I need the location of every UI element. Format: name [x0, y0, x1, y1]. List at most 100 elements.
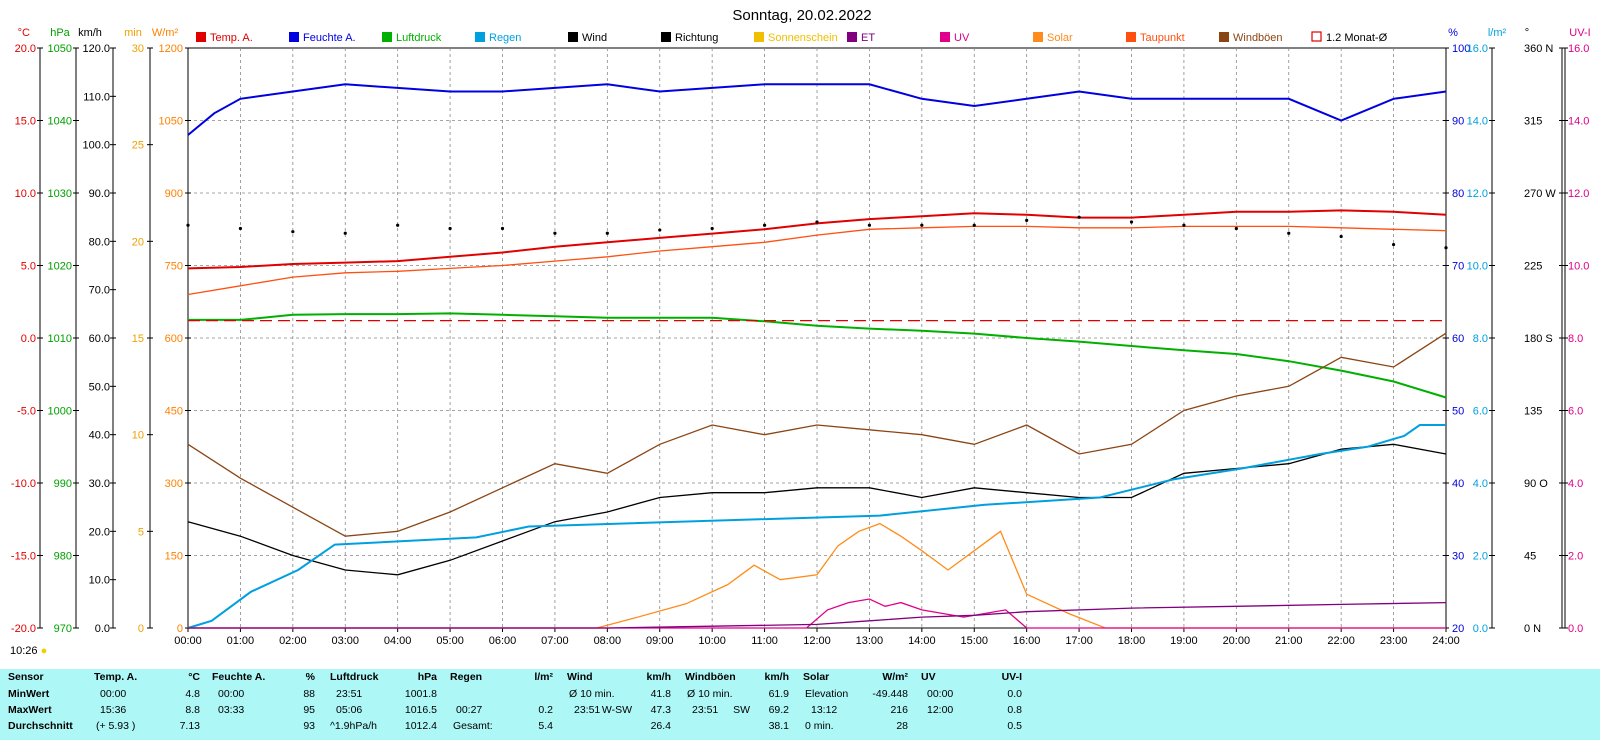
time-tick-label: 24:00 — [1432, 635, 1460, 647]
legend-swatch — [1033, 32, 1043, 42]
chart-title: Sonntag, 20.02.2022 — [732, 7, 871, 24]
solar-tick-label: 900 — [165, 188, 183, 200]
summary-min-press: 1001.8 — [404, 688, 437, 700]
time-tick-label: 21:00 — [1275, 635, 1303, 647]
wind-tick-label: 10.0 — [89, 575, 110, 587]
wind-tick-label: 30.0 — [89, 478, 110, 490]
humidity-tick-label: 70 — [1452, 261, 1464, 273]
richtung-point — [1025, 218, 1029, 222]
legend-swatch — [1126, 32, 1136, 42]
richtung-point — [1182, 223, 1186, 227]
uv-tick-label: 14.0 — [1568, 116, 1589, 128]
sunshine-tick-label: 30 — [132, 43, 144, 55]
legend-swatch — [661, 32, 671, 42]
weather-chart: Sonntag, 20.02.2022 Temp. A. Feuchte A. Lu… — [11, 7, 1591, 647]
time-tick-label: 18:00 — [1118, 635, 1146, 647]
solar-tick-label: 450 — [165, 406, 183, 418]
summary-max-rain: 0.2 — [538, 704, 553, 716]
rain-tick-label: 6.0 — [1473, 406, 1488, 418]
legend-label: Solar — [1047, 32, 1073, 44]
solar-line — [188, 522, 1446, 629]
chart-series — [186, 83, 1448, 629]
sunshine-tick-label: 25 — [132, 140, 144, 152]
chart-axes: 20.0 15.0 10.0 5.0 0.0 -5.0 -10.0 -15.0 -20.0 °C 1… — [11, 27, 1591, 647]
richtung-point — [500, 226, 505, 231]
richtung-point — [710, 226, 714, 231]
uv-line — [188, 598, 1446, 629]
summary-press-unit: hPa — [417, 671, 437, 683]
uv-axis-unit: UV-I — [1569, 27, 1590, 39]
richtung-point — [1077, 215, 1081, 219]
time-tick-label: 07:00 — [541, 635, 569, 647]
summary-avg-wind: 26.4 — [650, 720, 671, 732]
summary-avg-solar: 28 — [896, 720, 908, 732]
humidity-tick-label: 60 — [1452, 333, 1464, 345]
summary-min-uv-time: 00:00 — [927, 688, 954, 700]
wind-tick-label: 100.0 — [82, 140, 110, 152]
summary-min-solar-sub: Elevation — [805, 688, 849, 700]
summary-avg-gust: 38.1 — [768, 720, 789, 732]
summary-avg-rain: 5.4 — [538, 720, 553, 732]
humidity-tick-label: 50 — [1452, 406, 1464, 418]
uv-tick-label: 0.0 — [1568, 623, 1583, 635]
humidity-tick-label: 90 — [1452, 116, 1464, 128]
temp-tick-label: 10.0 — [15, 188, 36, 200]
rain-tick-label: 10.0 — [1467, 261, 1488, 273]
richtung-point — [186, 223, 190, 227]
luftdruck-line — [188, 312, 1447, 399]
wind-tick-label: 20.0 — [89, 526, 110, 538]
time-tick-label: 22:00 — [1327, 635, 1355, 647]
summary-wind-unit: km/h — [646, 671, 671, 683]
legend-label: Temp. A. — [210, 32, 253, 44]
time-tick-label: 11:00 — [751, 635, 778, 647]
time-tick-label: 08:00 — [594, 635, 622, 647]
wind-axis-unit: km/h — [78, 27, 102, 39]
solar-tick-label: 0 — [177, 623, 183, 635]
rain-tick-label: 12.0 — [1467, 188, 1488, 200]
uv-tick-label: 4.0 — [1568, 478, 1583, 490]
summary-max-label: MaxWert — [8, 704, 52, 716]
summary-max-uv: 0.8 — [1007, 704, 1022, 716]
uv-tick-label: 12.0 — [1568, 188, 1589, 200]
summary-avg-press-trend: ^1.9hPa/h — [330, 720, 377, 732]
temp-tick-label: 5.0 — [21, 261, 36, 273]
solar-tick-label: 750 — [165, 261, 183, 273]
summary-avg-rain-sub: Gesamt: — [453, 720, 493, 732]
direction-tick-label: 315 — [1524, 116, 1542, 128]
summary-table: Sensor Temp. A. °C Feuchte A. % Luftdruc… — [0, 669, 1600, 740]
windb-en-line — [187, 332, 1447, 537]
summary-max-temp: 8.8 — [185, 704, 200, 716]
direction-axis-unit: ° — [1525, 27, 1529, 39]
feuchte-a-line — [187, 83, 1447, 136]
legend-label: Luftdruck — [396, 32, 442, 44]
summary-avg-uv: 0.5 — [1007, 720, 1022, 732]
time-tick-label: 13:00 — [856, 635, 884, 647]
legend-swatch — [568, 32, 578, 42]
humidity-axis-unit: % — [1448, 27, 1458, 39]
summary-max-solar-time: 13:12 — [811, 704, 838, 716]
legend-label: Sonnenschein — [768, 32, 838, 44]
legend-label: UV — [954, 32, 970, 44]
pressure-tick-label: 1050 — [48, 43, 72, 55]
summary-avg-temp: 7.13 — [179, 720, 200, 732]
summary-max-temp-time: 15:36 — [100, 704, 127, 716]
summary-avg-label: Durchschnitt — [8, 720, 73, 732]
summary-avg-temp-delta: (+ 5.93 ) — [96, 720, 136, 732]
summary-gust-unit: km/h — [764, 671, 789, 683]
current-time: 10:26 — [10, 645, 38, 657]
time-tick-label: 17:00 — [1065, 635, 1093, 647]
direction-tick-label: 135 — [1524, 406, 1542, 418]
wind-tick-label: 60.0 — [89, 333, 110, 345]
temp-tick-label: 20.0 — [15, 43, 36, 55]
richtung-point — [553, 231, 557, 235]
time-tick-label: 16:00 — [1013, 635, 1041, 647]
legend-label: ET — [861, 32, 875, 44]
summary-hum-unit: % — [305, 671, 315, 683]
wind-tick-label: 90.0 — [89, 188, 110, 200]
time-tick-label: 19:00 — [1170, 635, 1198, 647]
legend-label: Windböen — [1233, 32, 1283, 44]
time-tick-label: 23:00 — [1380, 635, 1408, 647]
rain-tick-label: 2.0 — [1473, 551, 1488, 563]
summary-min-gust: 61.9 — [768, 688, 789, 700]
legend-swatch — [382, 32, 392, 42]
